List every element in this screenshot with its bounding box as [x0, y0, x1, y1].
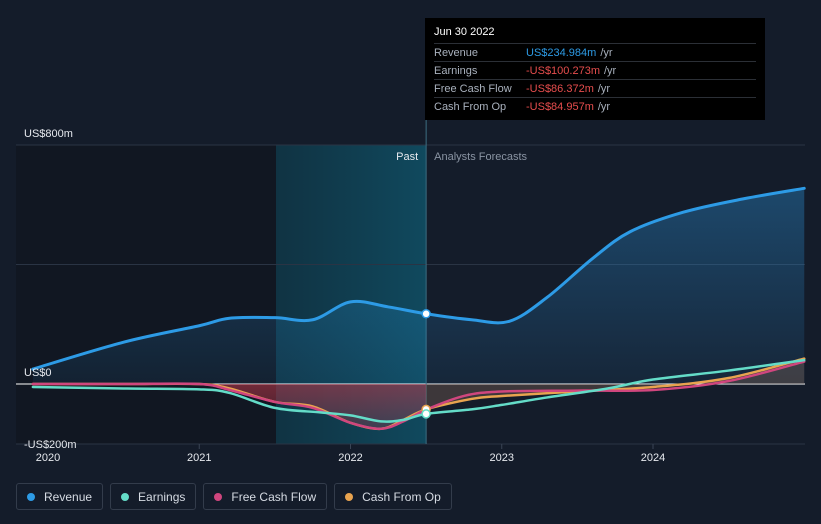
x-tick-label: 2024 [641, 452, 665, 464]
x-tick-label: 2023 [490, 452, 514, 464]
y-axis-label: US$800m [24, 128, 73, 140]
tooltip-row-revenue: Revenue US$234.984m /yr [434, 43, 756, 61]
y-axis-label: -US$200m [24, 439, 77, 451]
tooltip-label: Free Cash Flow [434, 82, 512, 95]
tooltip-date: Jun 30 2022 [434, 26, 495, 38]
legend-item-free-cash-flow[interactable]: Free Cash Flow [203, 483, 328, 510]
series-line-earnings [31, 358, 806, 423]
revenue-marker [421, 309, 431, 319]
tooltip-value: -US$84.957m [526, 100, 594, 113]
past-label: Past [396, 151, 418, 163]
legend-label: Revenue [44, 489, 93, 504]
legend-dot-icon [121, 492, 130, 501]
legend-item-revenue[interactable]: Revenue [16, 483, 104, 510]
tooltip-value: -US$86.372m [526, 82, 594, 95]
tooltip-label: Revenue [434, 46, 479, 59]
tooltip-unit: /yr [597, 100, 611, 113]
tooltip-row-earnings: Earnings -US$100.273m /yr [434, 61, 756, 79]
x-tick-label: 2021 [187, 452, 211, 464]
legend-item-cash-from-op[interactable]: Cash From Op [334, 483, 452, 510]
tooltip-value: US$234.984m [526, 46, 597, 59]
legend-dot-icon [27, 492, 35, 501]
tooltip: Jun 30 2022 Revenue US$234.984m /yr Earn… [425, 18, 765, 120]
legend-dot-icon [214, 492, 223, 501]
tooltip-label: Earnings [434, 64, 478, 77]
legend-item-earnings[interactable]: Earnings [110, 483, 197, 510]
legend: Revenue Earnings Free Cash Flow Cash Fro… [16, 483, 452, 510]
legend-dot-icon [345, 492, 354, 501]
negative-cash-area [32, 383, 427, 429]
tooltip-unit: /yr [600, 46, 613, 59]
tooltip-label: Cash From Op [434, 100, 507, 113]
tooltip-row-cash-from-op: Cash From Op -US$84.957m /yr [434, 97, 756, 115]
tooltip-row-free-cash-flow: Free Cash Flow -US$86.372m /yr [434, 79, 756, 97]
x-tick-label: 2022 [338, 452, 362, 464]
series-line-free-cash-flow [31, 360, 806, 431]
earnings-marker [421, 409, 431, 419]
legend-label: Earnings [138, 489, 186, 504]
forecast-cash-area [426, 358, 805, 410]
x-tick-label: 2020 [36, 452, 60, 464]
legend-label: Free Cash Flow [231, 489, 317, 504]
revenue-area [32, 188, 805, 384]
forecast-label: Analysts Forecasts [434, 151, 527, 163]
tooltip-value: -US$100.273m [526, 64, 600, 77]
tooltip-unit: /yr [597, 82, 611, 95]
tooltip-unit: /yr [604, 64, 617, 77]
legend-label: Cash From Op [362, 489, 441, 504]
y-axis-label: US$0 [24, 367, 52, 379]
